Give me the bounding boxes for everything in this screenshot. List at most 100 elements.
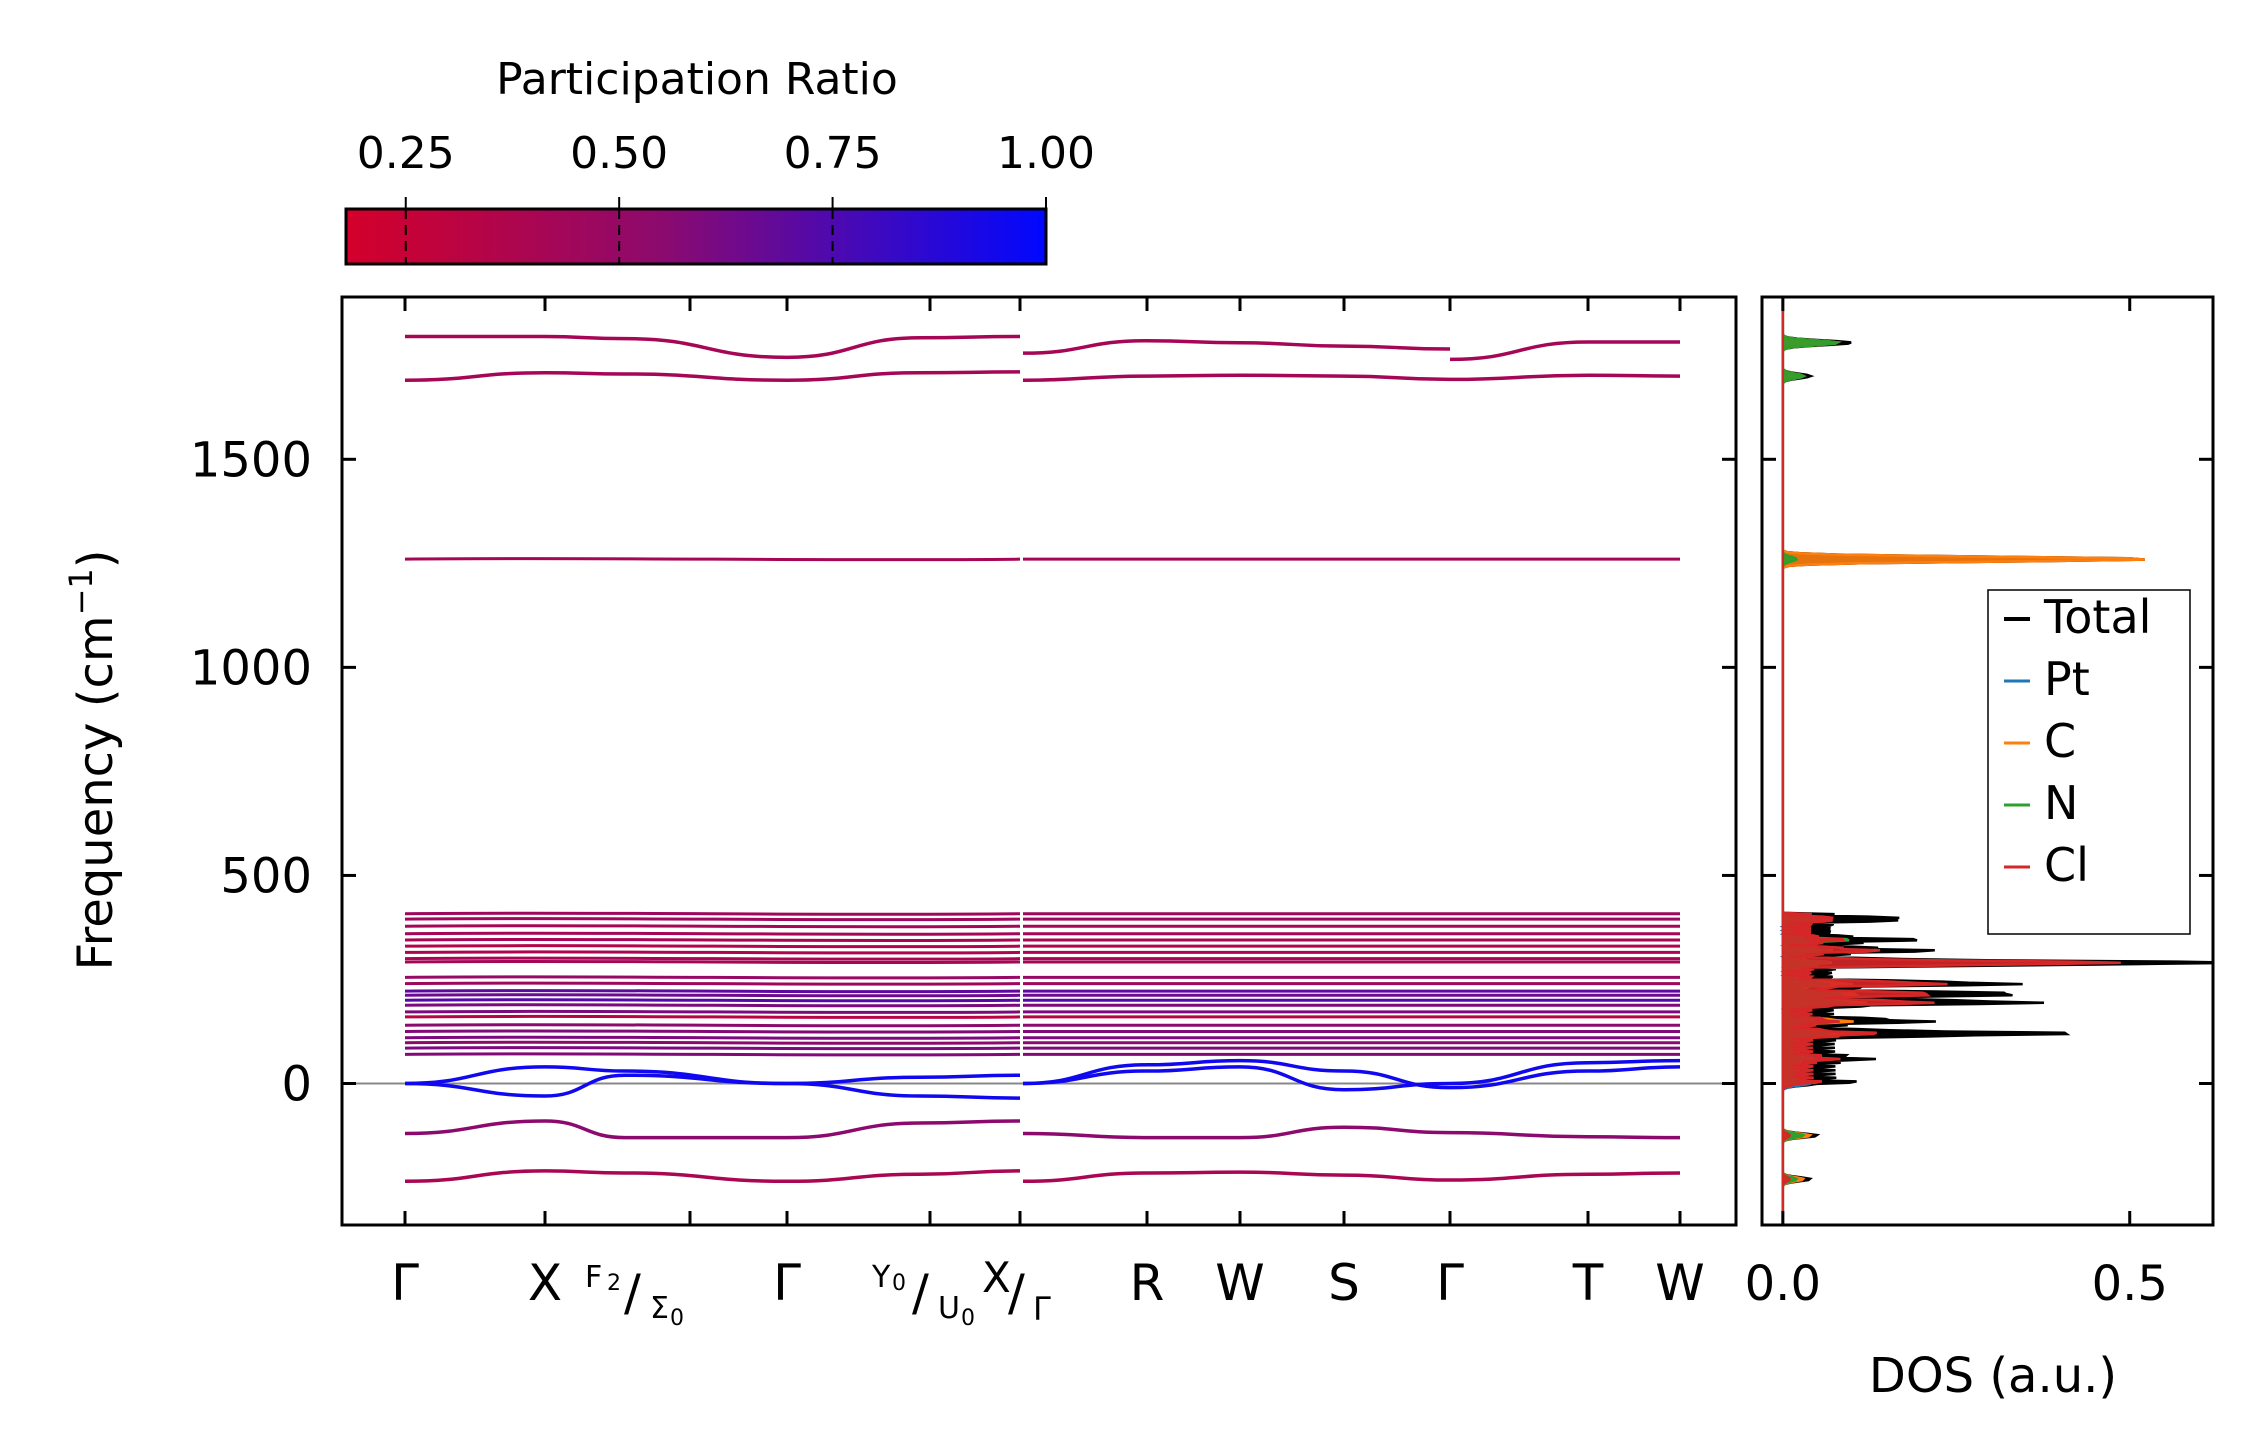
legend-box bbox=[1987, 589, 2191, 935]
band-structure-plot: 0 500 1000 1500 Frequency (cm−1) Γ X F 2 / … bbox=[62, 295, 1738, 1331]
band-line-acoustic2 bbox=[1022, 1058, 1451, 1090]
colorbar-tick-label: 0.75 bbox=[784, 128, 882, 179]
band-line bbox=[1022, 956, 1681, 961]
band-line bbox=[1022, 1014, 1681, 1020]
dos-curve-cl bbox=[1781, 296, 2121, 1224]
y-tick-label: 500 bbox=[220, 848, 312, 904]
band-line bbox=[404, 911, 1021, 916]
svg-text:/: / bbox=[624, 1264, 641, 1322]
colorbar-tick-label: 1.00 bbox=[997, 128, 1095, 179]
legend-items: Total Pt CN Cl bbox=[2004, 590, 2151, 892]
legend-label-total: Total bbox=[2043, 590, 2151, 644]
band-line bbox=[1022, 1046, 1681, 1051]
band-line bbox=[404, 975, 1021, 980]
band-line bbox=[404, 1046, 1021, 1051]
dos-x-tick-label: 0.0 bbox=[1745, 1256, 1821, 1312]
label-w-1: W bbox=[1215, 1254, 1264, 1312]
band-axes-frame bbox=[340, 295, 1738, 1227]
dos-plot: 0.0 0.5 DOS (a.u.) Total Pt CN Cl bbox=[1745, 295, 2215, 1404]
label-gamma-3: Γ bbox=[1436, 1254, 1464, 1312]
svg-text:0: 0 bbox=[892, 1271, 906, 1296]
band-line-high1 bbox=[404, 334, 1021, 360]
band-line-high2 bbox=[1449, 373, 1681, 382]
band-line bbox=[404, 1052, 1021, 1057]
band-line-imag1 bbox=[1022, 1125, 1451, 1140]
band-line bbox=[1022, 998, 1681, 1003]
band-line-acoustic2 bbox=[1449, 1065, 1681, 1090]
legend-label-c: C bbox=[2044, 714, 2076, 768]
band-line-imag2 bbox=[1449, 1171, 1681, 1182]
band-line bbox=[1022, 975, 1681, 980]
label-s: S bbox=[1328, 1254, 1360, 1312]
band-line bbox=[404, 1040, 1021, 1045]
label-f2-sigma0: F 2 / Σ 0 bbox=[585, 1260, 684, 1331]
band-line bbox=[1022, 944, 1681, 949]
band-line bbox=[1022, 931, 1681, 936]
band-line bbox=[404, 937, 1021, 943]
label-x-1: X bbox=[528, 1254, 562, 1312]
band-line-high2 bbox=[404, 370, 1021, 382]
colorbar-tick-label: 0.50 bbox=[570, 128, 668, 179]
band-line bbox=[1022, 924, 1681, 929]
band-line bbox=[1022, 989, 1681, 994]
svg-text:/: / bbox=[912, 1264, 929, 1322]
colorbar: Participation Ratio 0.25 0.50 0.75 1.00 bbox=[344, 54, 1095, 266]
label-r: R bbox=[1130, 1254, 1165, 1312]
svg-text:/: / bbox=[1008, 1264, 1025, 1322]
colorbar-tick-label: 0.25 bbox=[357, 128, 455, 179]
svg-text:0: 0 bbox=[961, 1306, 975, 1331]
band-line bbox=[1022, 1009, 1681, 1015]
band-line-high1 bbox=[1449, 340, 1681, 362]
dos-x-ticks: 0.0 0.5 bbox=[1745, 297, 2168, 1312]
band-line-acoustic2 bbox=[404, 1065, 1021, 1100]
dos-x-tick-label: 0.5 bbox=[2092, 1256, 2168, 1312]
band-line bbox=[1022, 1003, 1681, 1008]
path-labels: Γ X F 2 / Σ 0 Γ Y 0 / U 0 X / Γ R bbox=[391, 1253, 1705, 1331]
colorbar-title: Participation Ratio bbox=[496, 54, 898, 105]
band-line bbox=[1022, 557, 1681, 562]
band-line bbox=[404, 981, 1021, 986]
band-line bbox=[404, 993, 1021, 998]
legend-label-pt: Pt bbox=[2044, 652, 2090, 706]
dos-x-label: DOS (a.u.) bbox=[1869, 1348, 2117, 1404]
band-line-imag2 bbox=[1022, 1170, 1451, 1184]
colorbar-ticks: 0.25 0.50 0.75 1.00 bbox=[357, 128, 1095, 264]
band-line bbox=[404, 931, 1021, 936]
band-line bbox=[1022, 1023, 1681, 1028]
band-lines bbox=[342, 334, 1734, 1184]
y-tick-label: 0 bbox=[281, 1057, 312, 1113]
band-line bbox=[404, 924, 1021, 929]
y-tick-label: 1000 bbox=[190, 640, 312, 696]
svg-text:Y: Y bbox=[871, 1260, 891, 1295]
band-line bbox=[404, 956, 1021, 961]
svg-text:F: F bbox=[585, 1260, 602, 1295]
band-line bbox=[1022, 993, 1681, 998]
band-line-acoustic1 bbox=[404, 1073, 1021, 1098]
y-axis-label: Frequency (cm−1) bbox=[62, 549, 124, 970]
svg-text:0: 0 bbox=[670, 1306, 684, 1331]
dos-axes-frame bbox=[1760, 295, 2215, 1227]
band-line-imag1 bbox=[1449, 1130, 1681, 1140]
band-y-ticks: 0 500 1000 1500 bbox=[190, 432, 1736, 1113]
dos-curves bbox=[1779, 296, 2213, 1224]
svg-text:Σ: Σ bbox=[650, 1291, 669, 1326]
legend-label-n: N bbox=[2044, 776, 2078, 830]
band-line-high2 bbox=[1022, 373, 1451, 382]
label-w-2: W bbox=[1655, 1254, 1704, 1312]
colorbar-bar bbox=[344, 207, 1048, 266]
band-line bbox=[1022, 911, 1681, 916]
band-line bbox=[404, 944, 1021, 949]
label-y0-u0: Y 0 / U 0 bbox=[871, 1260, 975, 1331]
band-line bbox=[404, 959, 1021, 965]
band-line bbox=[404, 1009, 1021, 1015]
band-line bbox=[404, 998, 1021, 1003]
band-line-acoustic1 bbox=[1022, 1065, 1451, 1092]
band-line bbox=[404, 1003, 1021, 1008]
band-line bbox=[1022, 981, 1681, 986]
label-t: T bbox=[1572, 1254, 1604, 1312]
band-line bbox=[404, 1035, 1021, 1040]
band-line bbox=[1022, 917, 1681, 922]
band-line bbox=[1022, 1052, 1681, 1057]
band-x-ticks bbox=[403, 297, 1682, 1225]
svg-text:Γ: Γ bbox=[1033, 1290, 1051, 1328]
